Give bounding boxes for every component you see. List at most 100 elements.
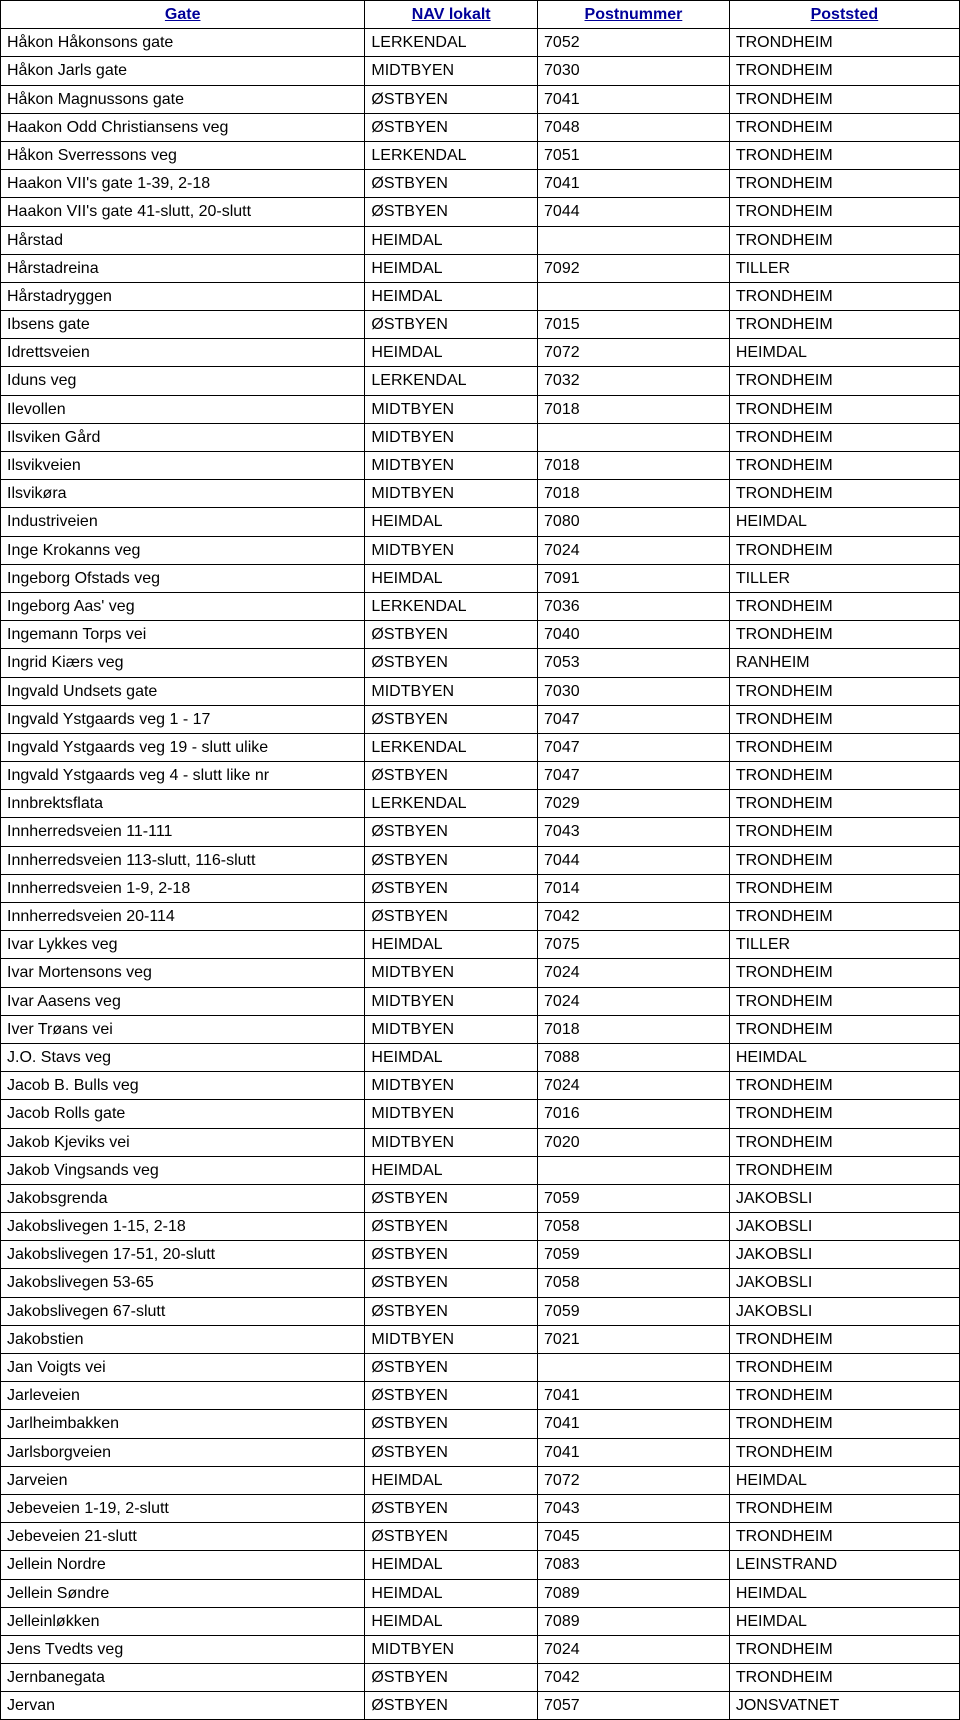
table-cell: TRONDHEIM — [729, 1100, 959, 1128]
table-cell: 7089 — [538, 1607, 730, 1635]
table-cell: LERKENDAL — [365, 592, 538, 620]
table-cell: TRONDHEIM — [729, 113, 959, 141]
table-cell: 7024 — [538, 987, 730, 1015]
table-cell: 7075 — [538, 931, 730, 959]
table-cell: 7058 — [538, 1269, 730, 1297]
table-cell: Jan Voigts vei — [1, 1354, 365, 1382]
table-cell: 7091 — [538, 564, 730, 592]
table-cell: ØSTBYEN — [365, 903, 538, 931]
table-cell: 7041 — [538, 1438, 730, 1466]
table-cell: Hårstad — [1, 226, 365, 254]
table-cell: ØSTBYEN — [365, 1213, 538, 1241]
table-cell: HEIMDAL — [365, 564, 538, 592]
table-cell: HEIMDAL — [365, 1156, 538, 1184]
table-row: Jebeveien 21-sluttØSTBYEN7045TRONDHEIM — [1, 1523, 960, 1551]
table-row: IlsvikøraMIDTBYEN7018TRONDHEIM — [1, 480, 960, 508]
header-nav-lokalt: NAV lokalt — [365, 1, 538, 29]
table-cell: TRONDHEIM — [729, 395, 959, 423]
table-cell: TILLER — [729, 564, 959, 592]
table-cell: HEIMDAL — [365, 339, 538, 367]
table-cell: 7088 — [538, 1043, 730, 1071]
table-cell: LERKENDAL — [365, 29, 538, 57]
table-row: HårstadreinaHEIMDAL7092TILLER — [1, 254, 960, 282]
table-cell: HEIMDAL — [365, 931, 538, 959]
table-cell: ØSTBYEN — [365, 1664, 538, 1692]
table-cell: ØSTBYEN — [365, 1410, 538, 1438]
table-cell: TRONDHEIM — [729, 1128, 959, 1156]
page-container: Gate NAV lokalt Postnummer Poststed Håko… — [0, 0, 960, 1720]
table-cell: 7089 — [538, 1579, 730, 1607]
table-cell — [538, 282, 730, 310]
table-cell: Håkon Håkonsons gate — [1, 29, 365, 57]
table-cell: 7015 — [538, 311, 730, 339]
table-row: JakobsgrendaØSTBYEN7059JAKOBSLI — [1, 1184, 960, 1212]
table-cell: Jakobslivegen 1-15, 2-18 — [1, 1213, 365, 1241]
table-cell: Ingvald Undsets gate — [1, 677, 365, 705]
table-cell: TRONDHEIM — [729, 846, 959, 874]
table-row: Ivar Mortensons vegMIDTBYEN7024TRONDHEIM — [1, 959, 960, 987]
table-cell: Jakobsgrenda — [1, 1184, 365, 1212]
table-cell: Jakobstien — [1, 1325, 365, 1353]
table-cell: TRONDHEIM — [729, 1354, 959, 1382]
table-cell: Haakon VII's gate 41-slutt, 20-slutt — [1, 198, 365, 226]
table-cell: 7041 — [538, 170, 730, 198]
table-cell: TRONDHEIM — [729, 536, 959, 564]
table-row: Håkon Magnussons gateØSTBYEN7041TRONDHEI… — [1, 85, 960, 113]
table-row: Iver Trøans veiMIDTBYEN7018TRONDHEIM — [1, 1015, 960, 1043]
table-cell: TRONDHEIM — [729, 903, 959, 931]
table-cell: TRONDHEIM — [729, 29, 959, 57]
table-cell: 7030 — [538, 57, 730, 85]
table-cell: Jakobslivegen 67-slutt — [1, 1297, 365, 1325]
table-cell: TRONDHEIM — [729, 733, 959, 761]
table-row: IlsvikveienMIDTBYEN7018TRONDHEIM — [1, 452, 960, 480]
table-cell: 7083 — [538, 1551, 730, 1579]
table-cell: 7014 — [538, 874, 730, 902]
table-cell: MIDTBYEN — [365, 423, 538, 451]
table-row: IndustriveienHEIMDAL7080HEIMDAL — [1, 508, 960, 536]
header-postnummer: Postnummer — [538, 1, 730, 29]
header-row: Gate NAV lokalt Postnummer Poststed — [1, 1, 960, 29]
table-cell: Ingvald Ystgaards veg 4 - slutt like nr — [1, 762, 365, 790]
table-row: Jakobslivegen 1-15, 2-18ØSTBYEN7058JAKOB… — [1, 1213, 960, 1241]
table-cell: 7041 — [538, 1410, 730, 1438]
table-cell: 7059 — [538, 1184, 730, 1212]
table-cell: 7041 — [538, 1382, 730, 1410]
table-cell: Ilevollen — [1, 395, 365, 423]
table-cell: TRONDHEIM — [729, 1410, 959, 1438]
table-cell: Haakon VII's gate 1-39, 2-18 — [1, 170, 365, 198]
table-cell: HEIMDAL — [729, 1466, 959, 1494]
table-cell: TRONDHEIM — [729, 311, 959, 339]
table-cell: Jervan — [1, 1692, 365, 1720]
table-cell: TRONDHEIM — [729, 226, 959, 254]
table-cell: 7024 — [538, 536, 730, 564]
table-cell: 7044 — [538, 198, 730, 226]
table-row: Haakon VII's gate 41-slutt, 20-sluttØSTB… — [1, 198, 960, 226]
table-row: Ingvald Ystgaards veg 1 - 17ØSTBYEN7047T… — [1, 705, 960, 733]
table-cell: ØSTBYEN — [365, 1241, 538, 1269]
table-cell: Innherredsveien 113-slutt, 116-slutt — [1, 846, 365, 874]
table-cell: RANHEIM — [729, 649, 959, 677]
table-cell: 7024 — [538, 959, 730, 987]
table-row: HårstadryggenHEIMDALTRONDHEIM — [1, 282, 960, 310]
table-cell: Hårstadryggen — [1, 282, 365, 310]
table-cell: MIDTBYEN — [365, 395, 538, 423]
table-cell: TRONDHEIM — [729, 282, 959, 310]
table-cell: 7020 — [538, 1128, 730, 1156]
table-row: Haakon VII's gate 1-39, 2-18ØSTBYEN7041T… — [1, 170, 960, 198]
table-cell: MIDTBYEN — [365, 1015, 538, 1043]
table-cell: Innherredsveien 1-9, 2-18 — [1, 874, 365, 902]
header-gate: Gate — [1, 1, 365, 29]
table-cell: MIDTBYEN — [365, 480, 538, 508]
table-row: Håkon Sverressons vegLERKENDAL7051TRONDH… — [1, 141, 960, 169]
table-cell: JAKOBSLI — [729, 1184, 959, 1212]
table-cell: 7057 — [538, 1692, 730, 1720]
table-cell: TRONDHEIM — [729, 677, 959, 705]
table-cell: Haakon Odd Christiansens veg — [1, 113, 365, 141]
table-cell: MIDTBYEN — [365, 57, 538, 85]
table-row: InnbrektsflataLERKENDAL7029TRONDHEIM — [1, 790, 960, 818]
table-cell: 7024 — [538, 1072, 730, 1100]
table-cell: 7016 — [538, 1100, 730, 1128]
table-cell: ØSTBYEN — [365, 762, 538, 790]
table-row: JelleinløkkenHEIMDAL7089HEIMDAL — [1, 1607, 960, 1635]
table-cell: ØSTBYEN — [365, 1269, 538, 1297]
